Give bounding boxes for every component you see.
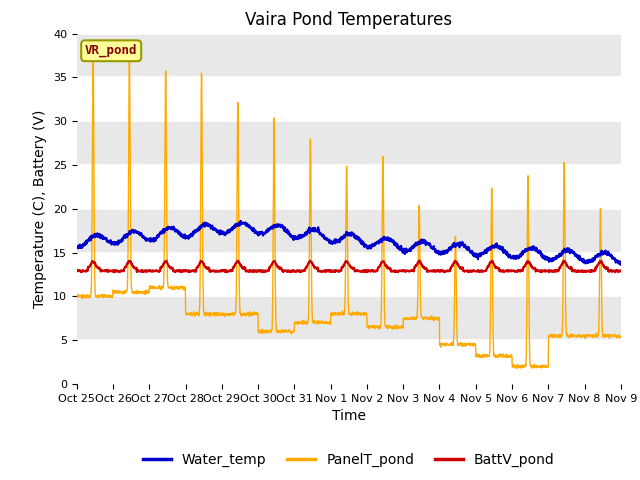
Line: BattV_pond: BattV_pond xyxy=(77,261,621,272)
Water_temp xyxy=(365,243,372,249)
Bar xyxy=(77,296,621,340)
PanelT_pond xyxy=(73,292,81,298)
Water_temp xyxy=(617,259,625,264)
Text: VR_pond: VR_pond xyxy=(85,44,138,58)
PanelT_pond xyxy=(584,332,592,338)
Bar xyxy=(77,165,621,209)
BattV_pond xyxy=(584,269,592,275)
PanelT_pond xyxy=(507,354,515,360)
BattV_pond xyxy=(73,268,81,274)
Water_temp xyxy=(569,249,577,255)
BattV_pond xyxy=(508,267,515,273)
Line: Water_temp: Water_temp xyxy=(77,221,621,265)
PanelT_pond xyxy=(376,325,384,331)
BattV_pond xyxy=(416,258,424,264)
BattV_pond xyxy=(111,269,118,275)
Title: Vaira Pond Temperatures: Vaira Pond Temperatures xyxy=(245,11,452,29)
PanelT_pond xyxy=(225,311,232,317)
BattV_pond xyxy=(617,267,625,273)
PanelT_pond xyxy=(513,365,520,371)
PanelT_pond xyxy=(365,323,372,328)
PanelT_pond xyxy=(617,334,625,340)
Y-axis label: Temperature (C), Battery (V): Temperature (C), Battery (V) xyxy=(33,109,47,308)
Water_temp xyxy=(376,239,384,244)
X-axis label: Time: Time xyxy=(332,409,366,423)
Water_temp xyxy=(237,218,244,224)
Bar xyxy=(77,209,621,252)
Water_temp xyxy=(73,245,81,251)
BattV_pond xyxy=(365,268,372,274)
BattV_pond xyxy=(225,268,232,274)
Bar xyxy=(77,340,621,384)
Water_temp xyxy=(225,229,232,235)
PanelT_pond xyxy=(570,332,577,337)
Bar xyxy=(77,77,621,121)
Water_temp xyxy=(584,260,592,265)
Water_temp xyxy=(507,254,515,260)
Legend: Water_temp, PanelT_pond, BattV_pond: Water_temp, PanelT_pond, BattV_pond xyxy=(138,447,560,472)
PanelT_pond xyxy=(90,58,97,64)
BattV_pond xyxy=(376,262,384,268)
Water_temp xyxy=(617,262,625,268)
Bar xyxy=(77,34,621,77)
Bar xyxy=(77,121,621,165)
BattV_pond xyxy=(570,267,577,273)
Line: PanelT_pond: PanelT_pond xyxy=(77,61,621,368)
Bar xyxy=(77,252,621,296)
